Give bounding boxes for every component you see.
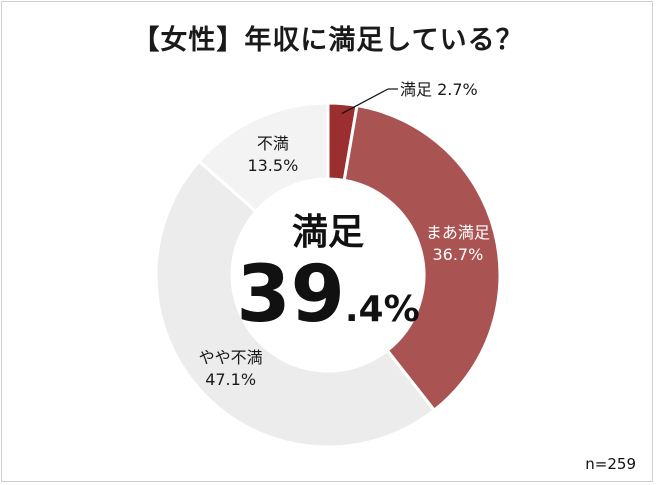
slice-value-1: 36.7% [432, 245, 483, 264]
leader-line-satisfied [341, 88, 389, 115]
sample-size: n=259 [585, 455, 636, 473]
slice-label-1: まあ満足 [426, 223, 490, 242]
slice-2 [154, 159, 437, 449]
slice-labels: 満足 2.7% まあ満足 36.7% やや不満 47.1% 不満 13.5% [199, 80, 490, 389]
slice-value-2: 47.1% [205, 370, 256, 389]
center-value-big: 39 [236, 250, 345, 340]
slice-label-3: 不満 [257, 134, 289, 153]
donut-slices [154, 101, 502, 449]
slice-value-3: 13.5% [247, 156, 298, 175]
chart-title: 【女性】年収に満足している？ [132, 25, 524, 56]
slice-1 [342, 103, 502, 413]
slice-label-2: やや不満 [199, 348, 263, 367]
center-label: 満足 [292, 212, 364, 253]
center-value: 39.4% [236, 250, 419, 340]
center-value-small: .4% [345, 289, 420, 330]
slice-3 [196, 101, 330, 214]
slice-label-0: 満足 2.7% [400, 80, 478, 99]
